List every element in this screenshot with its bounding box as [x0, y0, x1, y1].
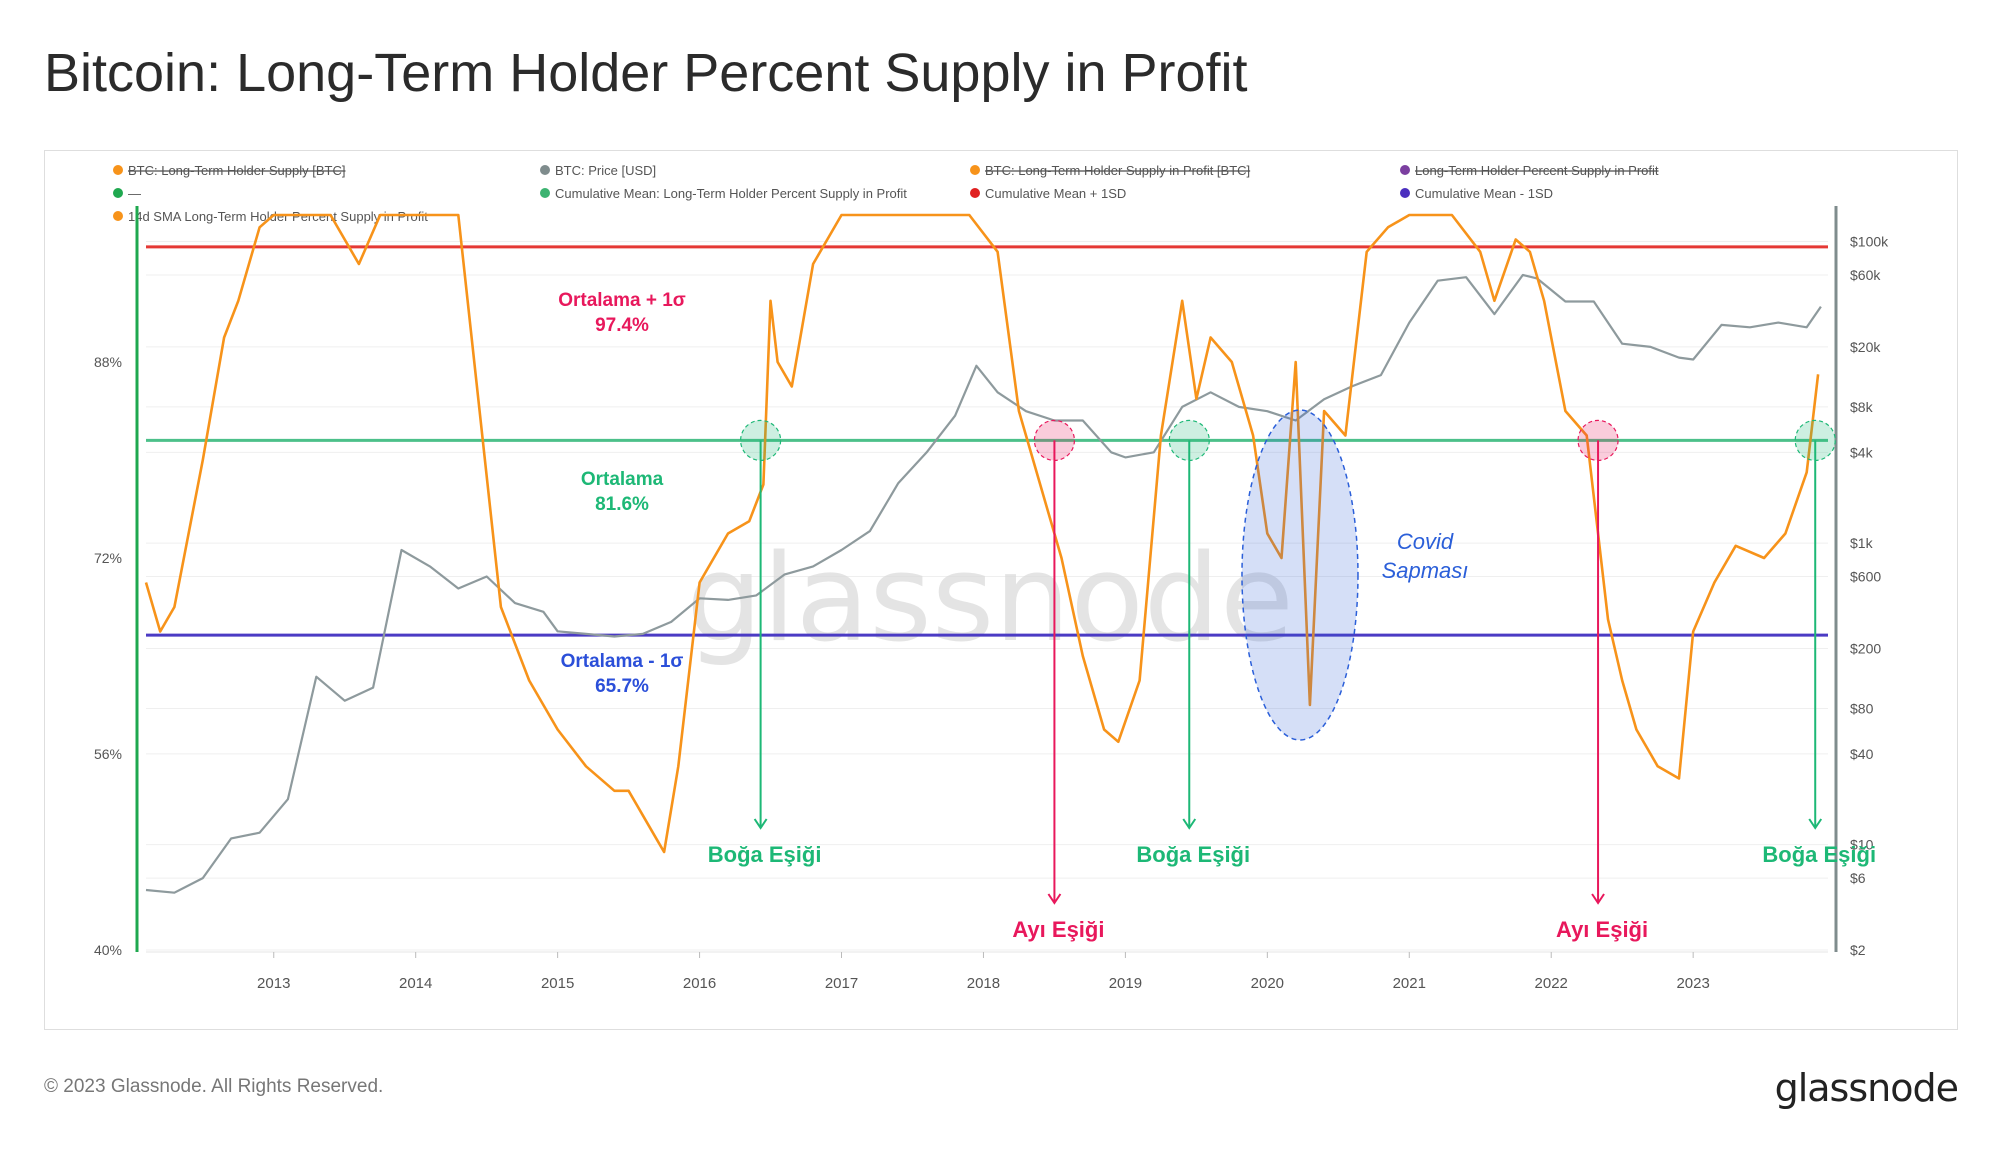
legend-label: Cumulative Mean - 1SD [1415, 186, 1553, 201]
bear-threshold-marker: Ayı Eşiği [1556, 419, 1648, 942]
y-left-tick-label: 88% [94, 354, 122, 370]
annotations: Covid Sapması Boğa Eşiği Ayı Eşiği Boğa Eşiğ… [708, 409, 1876, 942]
reference-line-value: 97.4% [595, 315, 649, 336]
x-tick-label: 2023 [1676, 975, 1709, 992]
reference-line-label: Ortalama [581, 469, 664, 490]
legend-label: BTC: Price [USD] [555, 163, 656, 178]
reference-lines: Ortalama + 1σ 97.4% Ortalama 81.6% Ortalama … [146, 245, 1828, 697]
legend-label: Cumulative Mean + 1SD [985, 186, 1126, 201]
price-series-line [145, 273, 1822, 894]
x-tick-label: 2016 [683, 975, 716, 992]
legend-item[interactable]: Cumulative Mean: Long-Term Holder Percen… [540, 186, 907, 201]
y-right-tick-label: $60k [1850, 267, 1881, 283]
x-tick-label: 2022 [1535, 975, 1568, 992]
threshold-arrow-head [1182, 818, 1197, 830]
glassnode-logo: glassnode [1774, 1066, 1959, 1110]
bull-threshold-marker: Boğa Eşiği [1762, 419, 1876, 867]
legend-label: 14d SMA Long-Term Holder Percent Supply … [128, 209, 428, 224]
covid-label: Sapması [1382, 558, 1469, 583]
legend-item[interactable]: BTC: Price [USD] [540, 163, 656, 178]
chart-frame [44, 150, 1958, 1030]
percent-supply-series-line [144, 213, 1820, 854]
bull-threshold-marker: Boğa Eşiği [1136, 419, 1250, 867]
threshold-label: Boğa Eşiği [1762, 842, 1876, 867]
covid-label: Covid [1397, 529, 1454, 554]
legend-item[interactable]: BTC: Long-Term Holder Supply in Profit [… [970, 163, 1250, 178]
reference-line-value: 65.7% [595, 676, 649, 697]
legend-label: — [128, 186, 141, 201]
x-tick-label: 2019 [1109, 975, 1142, 992]
watermark: glassnode [686, 530, 1294, 669]
threshold-arrow-head [1808, 818, 1823, 830]
x-tick-label: 2020 [1251, 975, 1284, 992]
y-right-tick-label: $600 [1850, 569, 1881, 585]
grid [146, 241, 1828, 951]
y-left-tick-label: 40% [94, 942, 122, 958]
legend-item[interactable]: Cumulative Mean - 1SD [1400, 186, 1553, 201]
y-right-tick-label: $10 [1850, 837, 1874, 853]
x-tick-label: 2013 [257, 975, 290, 992]
reference-line-label: Ortalama - 1σ [561, 651, 684, 672]
threshold-label: Boğa Eşiği [708, 842, 822, 867]
bull-threshold-marker: Boğa Eşiği [708, 419, 822, 867]
series-layer [144, 213, 1822, 894]
legend-label: Cumulative Mean: Long-Term Holder Percen… [555, 186, 907, 201]
threshold-label: Ayı Eşiği [1556, 917, 1648, 942]
threshold-label: Ayı Eşiği [1012, 917, 1104, 942]
y-right-tick-label: $2 [1850, 942, 1866, 958]
threshold-arrow-head [1591, 893, 1605, 905]
y-right-tick-label: $8k [1850, 399, 1874, 415]
x-tick-label: 2014 [399, 975, 432, 992]
y-right-tick-label: $4k [1850, 444, 1874, 460]
reference-line-label: Ortalama + 1σ [558, 290, 686, 311]
y-right-tick-label: $1k [1850, 535, 1874, 551]
threshold-label: Boğa Eşiği [1136, 842, 1250, 867]
y-right-tick-label: $100k [1850, 234, 1889, 250]
y-left-tick-label: 72% [94, 550, 122, 566]
legend-item[interactable]: BTC: Long-Term Holder Supply [BTC] [113, 163, 345, 178]
legend-item[interactable]: Long-Term Holder Percent Supply in Profi… [1400, 163, 1659, 178]
y-left-tick-label: 56% [94, 746, 122, 762]
y-right-tick-label: $80 [1850, 700, 1874, 716]
threshold-arrow-head [753, 818, 768, 830]
axes: 88% 72% 56% 40% $100k $60k $20k $8k $4k $1k $600 $2… [94, 206, 1889, 992]
covid-ellipse [1241, 409, 1359, 741]
y-right-tick-label: $20k [1850, 339, 1881, 355]
bear-threshold-marker: Ayı Eşiği [1012, 419, 1104, 942]
legend-item[interactable]: 14d SMA Long-Term Holder Percent Supply … [113, 209, 428, 224]
page-title: Bitcoin: Long-Term Holder Percent Supply… [44, 43, 1248, 103]
legend-label: BTC: Long-Term Holder Supply in Profit [… [985, 163, 1250, 178]
watermark-layer: glassnode [686, 530, 1294, 669]
threshold-arrow-head [1047, 893, 1062, 905]
legend-item[interactable]: Cumulative Mean + 1SD [970, 186, 1126, 201]
legend-label: Long-Term Holder Percent Supply in Profi… [1415, 163, 1659, 178]
x-tick-label: 2015 [541, 975, 574, 992]
y-right-tick-label: $200 [1850, 640, 1881, 656]
reference-line-value: 81.6% [595, 494, 649, 515]
legend: BTC: Long-Term Holder Supply [BTC] BTC: P… [113, 163, 1659, 224]
x-tick-label: 2018 [967, 975, 1000, 992]
legend-item[interactable]: — [113, 186, 141, 201]
y-right-tick-label: $40 [1850, 746, 1874, 762]
y-right-tick-label: $6 [1850, 870, 1866, 886]
legend-label: BTC: Long-Term Holder Supply [BTC] [128, 163, 345, 178]
x-tick-label: 2021 [1393, 975, 1426, 992]
x-tick-label: 2017 [825, 975, 858, 992]
copyright: © 2023 Glassnode. All Rights Reserved. [44, 1076, 384, 1097]
